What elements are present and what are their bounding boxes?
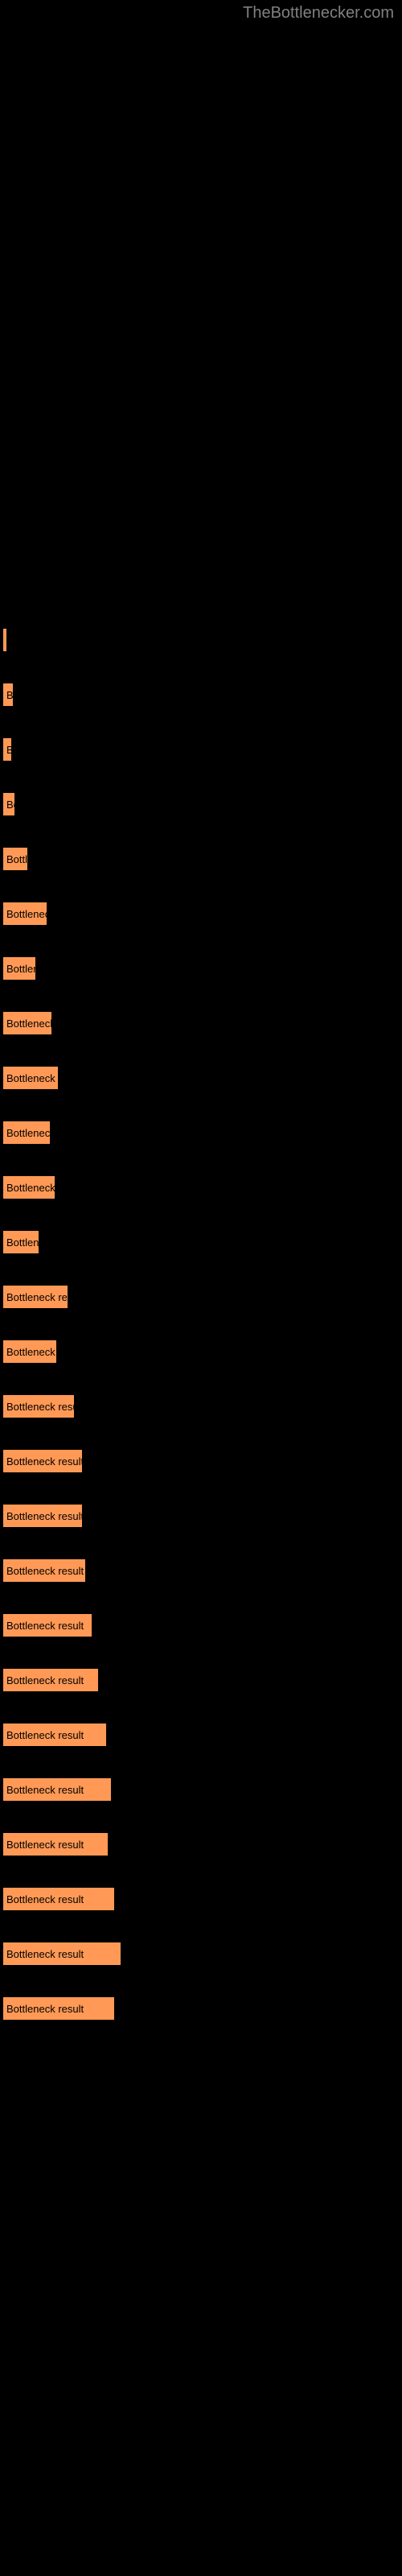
bar: Bottleneck result — [2, 1340, 57, 1364]
bar-label: Bottleneck result — [6, 1839, 84, 1851]
bar: Bottleneck result — [2, 1504, 83, 1528]
bar-label: Bottleneck result — [6, 908, 47, 920]
bar-row: Bottleneck result — [2, 1613, 402, 1637]
bar-label: Bottleneck result — [6, 1893, 84, 1905]
bar-label: Bottleneck result — [6, 1401, 75, 1413]
bar-label: Bottleneck result — [6, 1948, 84, 1960]
bar-label: Bottleneck result — [6, 799, 15, 811]
bar: Bottleneck result — [2, 1011, 52, 1035]
bar-row: Bottleneck result — [2, 1011, 402, 1035]
bar-label: Bottleneck result — [6, 1510, 83, 1522]
bar-label: Bottleneck result — [6, 1674, 84, 1686]
bar: Bottleneck result — [2, 1832, 109, 1856]
bar-row: Bottleneck result — [2, 737, 402, 762]
bar-label: Bottleneck result — [6, 1182, 55, 1194]
bar-row: Bottleneck result — [2, 1394, 402, 1418]
bar-label: Bottleneck result — [6, 1236, 39, 1249]
bar-label: Bottleneck result — [6, 634, 7, 646]
bar: Bottleneck result — [2, 628, 7, 652]
bar: Bottleneck result — [2, 1942, 121, 1966]
bar-row: Bottleneck result — [2, 1996, 402, 2021]
bar-label: Bottleneck result — [6, 853, 28, 865]
bar-row: Bottleneck result — [2, 1504, 402, 1528]
bar-label: Bottleneck result — [6, 963, 36, 975]
bar-row: Bottleneck result — [2, 1668, 402, 1692]
bar: Bottleneck result — [2, 1230, 39, 1254]
bar-row: Bottleneck result — [2, 1340, 402, 1364]
bar-row: Bottleneck result — [2, 956, 402, 980]
bar-row: Bottleneck result — [2, 1777, 402, 1802]
bar: Bottleneck result — [2, 1285, 68, 1309]
bar-row: Bottleneck result — [2, 1832, 402, 1856]
bar-row: Bottleneck result — [2, 628, 402, 652]
bar: Bottleneck result — [2, 1887, 115, 1911]
bar-label: Bottleneck result — [6, 744, 12, 756]
bar: Bottleneck result — [2, 902, 47, 926]
bar: Bottleneck result — [2, 1613, 92, 1637]
chart-container: Bottleneck result Bottleneck result Bottle… — [0, 0, 402, 2067]
bar-label: Bottleneck result — [6, 1072, 59, 1084]
bar-row: Bottleneck result — [2, 1121, 402, 1145]
bar: Bottleneck result — [2, 1723, 107, 1747]
bar-label: Bottleneck result — [6, 1565, 84, 1577]
bar-label: Bottleneck result — [6, 1729, 84, 1741]
bar-label: Bottleneck result — [6, 1018, 52, 1030]
bar: Bottleneck result — [2, 683, 14, 707]
bar-row: Bottleneck result — [2, 1285, 402, 1309]
bar-row: Bottleneck result — [2, 1449, 402, 1473]
bar-row: Bottleneck result — [2, 1230, 402, 1254]
bar-row: Bottleneck result — [2, 902, 402, 926]
bar: Bottleneck result — [2, 1996, 115, 2021]
bar-row: Bottleneck result — [2, 683, 402, 707]
bar-row: Bottleneck result — [2, 1175, 402, 1199]
bar-label: Bottleneck result — [6, 689, 14, 701]
bar: Bottleneck result — [2, 1777, 112, 1802]
bar-row: Bottleneck result — [2, 792, 402, 816]
bar-row: Bottleneck result — [2, 1558, 402, 1583]
bar-label: Bottleneck result — [6, 1455, 83, 1468]
bar-label: Bottleneck result — [6, 1127, 51, 1139]
bar: Bottleneck result — [2, 1558, 86, 1583]
bar-row: Bottleneck result — [2, 1723, 402, 1747]
bar: Bottleneck result — [2, 1449, 83, 1473]
bar-row: Bottleneck result — [2, 1942, 402, 1966]
bar: Bottleneck result — [2, 1121, 51, 1145]
bar-label: Bottleneck result — [6, 1784, 84, 1796]
bar: Bottleneck result — [2, 1394, 75, 1418]
bar: Bottleneck result — [2, 737, 12, 762]
bar: Bottleneck result — [2, 1175, 55, 1199]
bar: Bottleneck result — [2, 792, 15, 816]
bar: Bottleneck result — [2, 956, 36, 980]
bar: Bottleneck result — [2, 1668, 99, 1692]
watermark-text: TheBottlenecker.com — [243, 4, 394, 23]
bar-row: Bottleneck result — [2, 1066, 402, 1090]
bar-row: Bottleneck result — [2, 847, 402, 871]
bar-label: Bottleneck result — [6, 1291, 68, 1303]
bar: Bottleneck result — [2, 847, 28, 871]
bar-row: Bottleneck result — [2, 1887, 402, 1911]
bar-label: Bottleneck result — [6, 1620, 84, 1632]
bar: Bottleneck result — [2, 1066, 59, 1090]
bar-label: Bottleneck result — [6, 2003, 84, 2015]
bar-label: Bottleneck result — [6, 1346, 57, 1358]
